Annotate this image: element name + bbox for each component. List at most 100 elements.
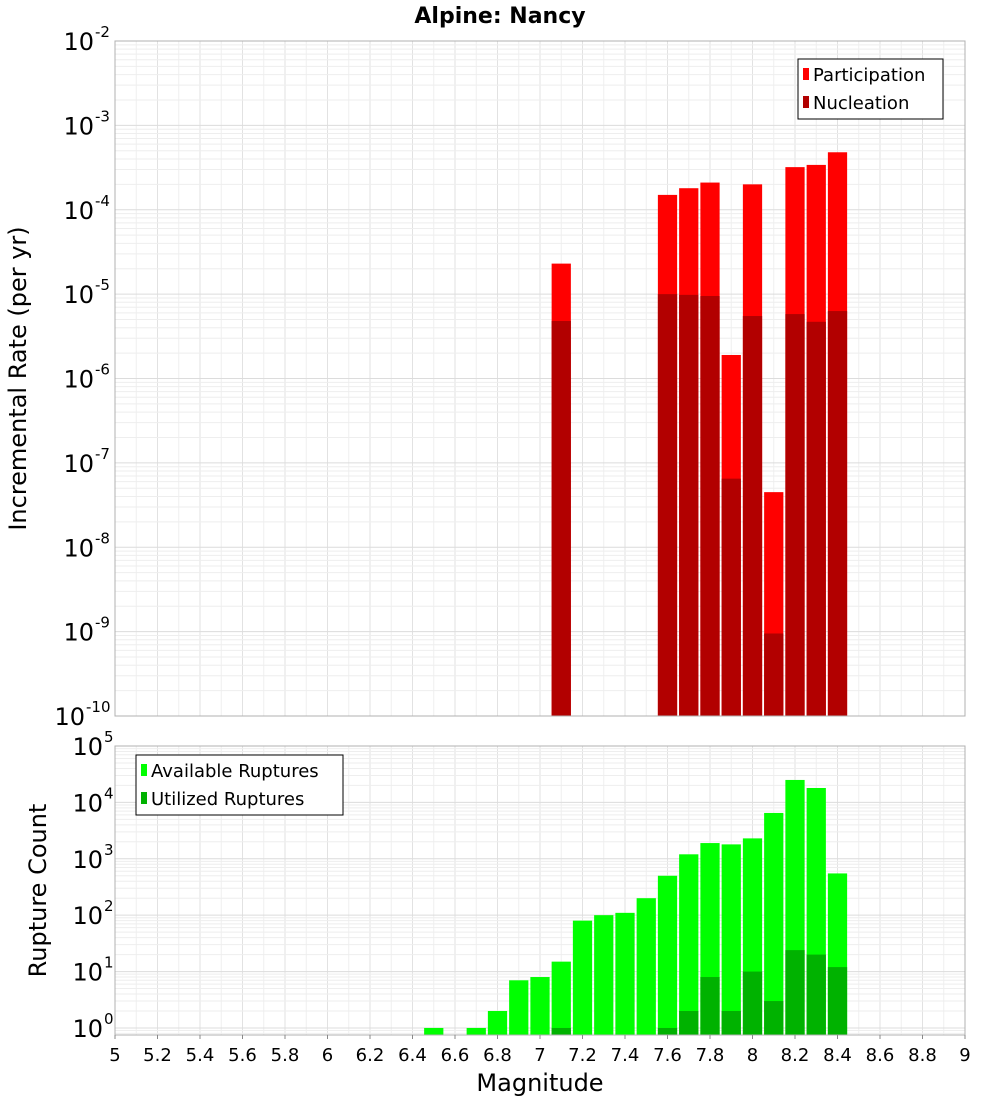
available-ruptures-bar [721, 844, 741, 1035]
utilized-ruptures-bar [742, 971, 763, 1035]
count-y-tick-label: 10 [72, 846, 103, 874]
x-tick-label: 5.4 [186, 1045, 215, 1066]
count-legend-label: Utilized Ruptures [151, 789, 304, 810]
count-y-tick-label: 10 [72, 1015, 103, 1043]
available-ruptures-bar [530, 977, 550, 1035]
count-y-tick-label-exponent: 1 [104, 954, 114, 972]
rate-y-tick-label: 10 [63, 112, 94, 140]
rate-y-tick-label: 10 [63, 28, 94, 56]
rate-legend-swatch [803, 96, 809, 108]
utilized-ruptures-bar [785, 950, 805, 1035]
count-y-tick-label: 10 [72, 902, 103, 930]
count-legend-swatch [141, 792, 147, 804]
rate-y-tick-label-exponent: -7 [95, 445, 110, 463]
x-tick-label: 6.2 [356, 1045, 385, 1066]
count-y-tick-label: 10 [72, 959, 103, 987]
available-ruptures-bar [487, 1010, 508, 1035]
count-y-tick-label-exponent: 3 [104, 841, 114, 859]
x-tick-label: 5 [109, 1045, 120, 1066]
count-y-axis-label: Rupture Count [24, 804, 52, 978]
x-tick-label: 7.2 [568, 1045, 597, 1066]
utilized-ruptures-bar [764, 1001, 784, 1035]
x-tick-label: 8.8 [908, 1045, 937, 1066]
rate-y-tick-label: 10 [54, 703, 85, 731]
nucleation-bar [700, 296, 720, 716]
rate-y-tick-label: 10 [63, 450, 94, 478]
rate-y-tick-label: 10 [63, 281, 94, 309]
x-tick-label: 8 [747, 1045, 758, 1066]
x-tick-label: 6.6 [441, 1045, 470, 1066]
rate-y-tick-label: 10 [63, 366, 94, 394]
nucleation-bar [551, 321, 571, 716]
utilized-ruptures-bar [679, 1010, 699, 1035]
utilized-ruptures-bar [827, 967, 848, 1035]
available-ruptures-bar [509, 980, 529, 1035]
x-tick-label: 7.6 [653, 1045, 682, 1066]
utilized-ruptures-bar [700, 977, 720, 1035]
x-tick-label: 7.4 [611, 1045, 640, 1066]
x-tick-label: 8.2 [781, 1045, 810, 1066]
nucleation-bar [679, 294, 699, 716]
rate-y-axis-label: Incremental Rate (per yr) [4, 226, 32, 530]
rate-plot-border [114, 40, 966, 717]
utilized-ruptures-bar [806, 954, 826, 1035]
nucleation-bar [742, 316, 763, 716]
rate-y-tick-label: 10 [63, 197, 94, 225]
nucleation-bar [721, 478, 741, 716]
rate-legend: Participation Nucleation [797, 58, 944, 120]
x-tick-label: 5.2 [143, 1045, 172, 1066]
count-y-tick-label: 10 [72, 733, 103, 761]
x-tick-label: 6.4 [398, 1045, 427, 1066]
count-legend: Available Ruptures Utilized Ruptures [135, 754, 344, 816]
nucleation-bar [806, 321, 826, 716]
available-ruptures-bar [594, 915, 614, 1035]
available-ruptures-bar [657, 875, 678, 1035]
x-tick-label: 7 [534, 1045, 545, 1066]
chart-title: Alpine: Nancy [414, 4, 585, 29]
available-ruptures-bar [615, 912, 635, 1035]
x-tick-label: 5.8 [271, 1045, 300, 1066]
x-axis-label: Magnitude [476, 1069, 603, 1097]
count-legend-box [135, 754, 344, 816]
count-legend-label: Available Ruptures [151, 761, 319, 782]
rate-y-tick-label-exponent: -5 [95, 276, 110, 294]
nucleation-bar [827, 311, 848, 716]
rate-legend-label: Nucleation [813, 93, 909, 114]
nucleation-bar [785, 314, 805, 716]
rate-y-tick-label-exponent: -10 [86, 698, 111, 716]
rate-y-tick-label-exponent: -8 [95, 529, 110, 547]
nucleation-bar [657, 294, 678, 716]
rate-y-tick-label-exponent: -6 [95, 361, 110, 379]
rate-y-tick-label: 10 [63, 619, 94, 647]
rate-y-tick-label-exponent: -2 [95, 23, 110, 41]
x-tick-label: 7.8 [696, 1045, 725, 1066]
available-ruptures-bar [572, 920, 593, 1035]
count-legend-swatch [141, 764, 147, 776]
x-tick-label: 8.6 [866, 1045, 895, 1066]
x-tick-label: 6.8 [483, 1045, 512, 1066]
rate-legend-swatch [803, 68, 809, 80]
utilized-ruptures-bar [551, 1027, 571, 1035]
rate-legend-box [797, 58, 944, 120]
available-ruptures-bar [636, 898, 656, 1035]
utilized-ruptures-bar [657, 1027, 678, 1035]
x-tick-label: 8.4 [823, 1045, 852, 1066]
count-y-tick-label-exponent: 4 [104, 784, 114, 802]
rate-bars [551, 152, 848, 717]
available-ruptures-bar [764, 812, 784, 1035]
x-tick-label: 9 [959, 1045, 970, 1066]
count-y-tick-label: 10 [72, 789, 103, 817]
count-bars [424, 779, 848, 1035]
available-ruptures-bar [466, 1027, 486, 1035]
rate-legend-label: Participation [813, 65, 925, 86]
utilized-ruptures-bar [721, 1010, 741, 1035]
available-ruptures-bar [551, 961, 571, 1035]
count-y-tick-label-exponent: 2 [104, 897, 114, 915]
x-tick-label: 6 [322, 1045, 333, 1066]
rate-y-tick-label-exponent: -3 [95, 107, 110, 125]
